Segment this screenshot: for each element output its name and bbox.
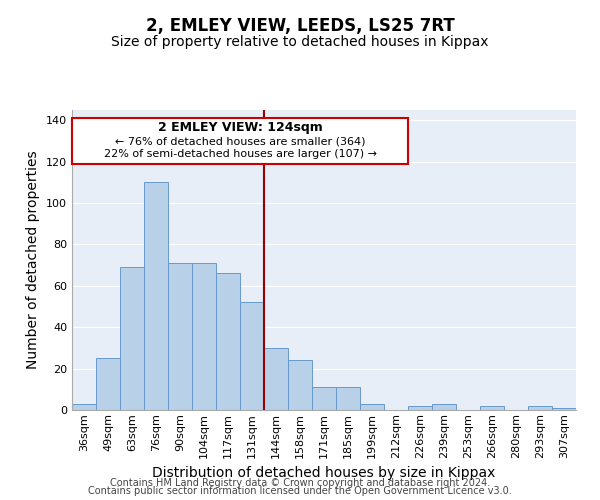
Bar (192, 263, 216, 410)
Text: 2, EMLEY VIEW, LEEDS, LS25 7RT: 2, EMLEY VIEW, LEEDS, LS25 7RT (146, 18, 454, 36)
X-axis label: Distribution of detached houses by size in Kippax: Distribution of detached houses by size … (152, 466, 496, 480)
Bar (432, 404, 456, 410)
Bar (72, 404, 96, 410)
Bar (360, 404, 384, 410)
Bar (120, 267, 144, 410)
Bar (480, 406, 504, 410)
Bar (288, 360, 312, 410)
Bar (336, 387, 360, 410)
Bar (528, 406, 552, 410)
Bar (216, 274, 240, 410)
Text: 2 EMLEY VIEW: 124sqm: 2 EMLEY VIEW: 124sqm (158, 121, 322, 134)
Text: 22% of semi-detached houses are larger (107) →: 22% of semi-detached houses are larger (… (104, 150, 377, 160)
Bar (264, 348, 288, 410)
Bar (240, 302, 264, 410)
Bar (96, 358, 120, 410)
Text: Size of property relative to detached houses in Kippax: Size of property relative to detached ho… (111, 35, 489, 49)
Bar (168, 263, 192, 410)
Bar (312, 387, 336, 410)
Bar (408, 406, 432, 410)
Text: ← 76% of detached houses are smaller (364): ← 76% of detached houses are smaller (36… (115, 136, 365, 146)
Text: Contains public sector information licensed under the Open Government Licence v3: Contains public sector information licen… (88, 486, 512, 496)
FancyBboxPatch shape (72, 118, 408, 164)
Bar (144, 182, 168, 410)
Bar (552, 408, 576, 410)
Text: Contains HM Land Registry data © Crown copyright and database right 2024.: Contains HM Land Registry data © Crown c… (110, 478, 490, 488)
Y-axis label: Number of detached properties: Number of detached properties (26, 150, 40, 370)
